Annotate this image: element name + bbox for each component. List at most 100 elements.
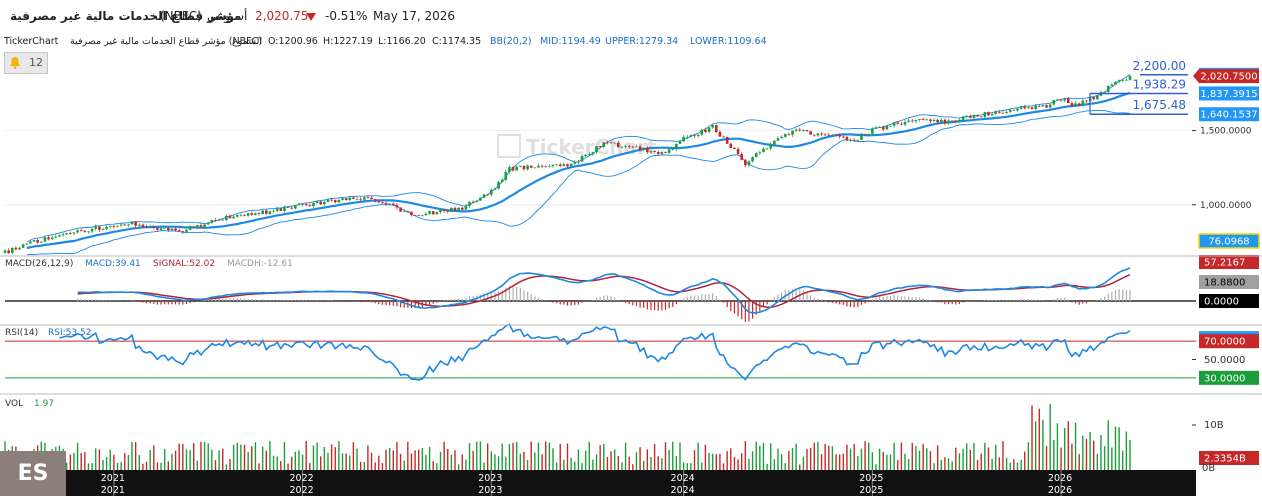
candle-body (896, 122, 900, 124)
candle-body (177, 230, 181, 232)
candle-body (631, 146, 635, 148)
candle-body (831, 134, 834, 136)
candle-body (620, 146, 624, 148)
candle-body (112, 226, 116, 227)
time-axis-label-2022: 2022 (289, 473, 313, 484)
candle-body (504, 171, 508, 180)
candle-body (1030, 107, 1034, 110)
candle-body (566, 164, 569, 167)
time-axis-bar[interactable] (66, 470, 1196, 496)
candle-body (58, 235, 61, 237)
candle-body (1067, 98, 1070, 104)
candle-body (159, 228, 163, 230)
candle-body (914, 120, 918, 122)
candle-body (773, 140, 776, 145)
candle-body (272, 210, 275, 212)
candle-body (838, 135, 841, 137)
price-label-box-2 (1199, 86, 1259, 101)
candle-body (1103, 91, 1106, 93)
candle-body (482, 194, 486, 198)
time-axis-label-2026: 2026 (1048, 473, 1072, 484)
candle-body (994, 112, 998, 114)
candle-body (275, 208, 279, 211)
candle-body (892, 122, 896, 126)
candle-body (943, 119, 947, 124)
candle-body (707, 127, 711, 132)
candle-body (18, 247, 21, 250)
price-label-2: 1,837.3915 (1200, 89, 1257, 100)
candle-body (1041, 105, 1045, 107)
candle-body (439, 209, 442, 213)
candle-body (348, 197, 352, 201)
volume-label-box (1199, 451, 1259, 465)
rsi-value-label-2: 50.0000 (1204, 355, 1245, 366)
candle-body (141, 224, 145, 227)
macd-line (77, 266, 1131, 314)
candle-body (704, 129, 707, 132)
candle-body (392, 203, 395, 206)
instrument-title: مؤشر قطاع الخدمات مالية غير مصرفية (10, 9, 242, 23)
candle-body (780, 136, 783, 139)
bb-label[interactable]: BB(20,2) (490, 36, 532, 47)
candle-body (972, 115, 976, 118)
candle-body (1059, 99, 1063, 101)
time-axis-label-secondary-2022: 2022 (289, 485, 313, 496)
macd-hist-value: MACDH:-12.61 (227, 259, 293, 269)
macd-value-label-2: 0.0000 (1204, 297, 1239, 308)
candle-body (613, 142, 616, 144)
candle-body (508, 167, 511, 172)
candle-body (700, 129, 704, 135)
candle-body (653, 151, 656, 153)
rsi-value-label-1: 70.0000 (1204, 337, 1245, 348)
vol-label: VOL (5, 399, 23, 409)
chart-header: مؤشر قطاع الخدمات مالية غير مصرفية (NBFC… (0, 0, 1262, 34)
candle-body (431, 211, 435, 215)
candle-body (152, 226, 156, 228)
candle-body (1085, 100, 1088, 102)
candle-body (624, 145, 627, 147)
candle-body (685, 136, 689, 138)
candle-body (123, 224, 127, 226)
period-selector[interactable]: أسبوعي (207, 9, 248, 23)
candle-body (43, 237, 47, 242)
candle-body (83, 230, 87, 232)
candle-body (598, 146, 602, 148)
candle-body (569, 163, 573, 167)
candle-body (881, 126, 885, 130)
price-label-1: 2,020.7500 (1200, 72, 1257, 83)
candle-body (638, 146, 642, 150)
candle-body (979, 116, 983, 118)
alerts-button[interactable]: 12 (4, 52, 48, 74)
chart-type-label[interactable]: الشموع (232, 36, 263, 47)
candle-body (577, 161, 580, 163)
candle-body (903, 121, 907, 125)
candle-body (548, 166, 551, 167)
candle-body (199, 225, 203, 227)
close-value: C:1174.35 (432, 36, 482, 47)
candle-body (500, 179, 504, 183)
candle-body (116, 225, 119, 227)
candle-body (326, 199, 330, 202)
candle-body (460, 207, 464, 210)
candle-body (769, 144, 773, 149)
candle-body (410, 211, 413, 216)
candle-body (816, 133, 820, 136)
candle-body (587, 154, 591, 156)
down-arrow-icon (306, 13, 316, 21)
candle-body (910, 120, 914, 122)
candle-body (337, 199, 341, 203)
candle-body (308, 205, 312, 207)
rsi-line (59, 323, 1131, 381)
candle-body (990, 113, 994, 116)
language-badge[interactable]: ES (0, 451, 66, 496)
macd-label: MACD(26,12,9) (5, 259, 73, 269)
candle-body (39, 241, 43, 243)
candle-body (65, 233, 68, 235)
candle-body (402, 211, 406, 213)
candle-body (918, 119, 921, 121)
ohlc-info-line: TickerChart مؤشر قطاع الخدمات مالية غير … (0, 34, 1262, 48)
candle-body (519, 165, 522, 167)
candle-body (889, 125, 892, 127)
candle-body (725, 137, 729, 144)
